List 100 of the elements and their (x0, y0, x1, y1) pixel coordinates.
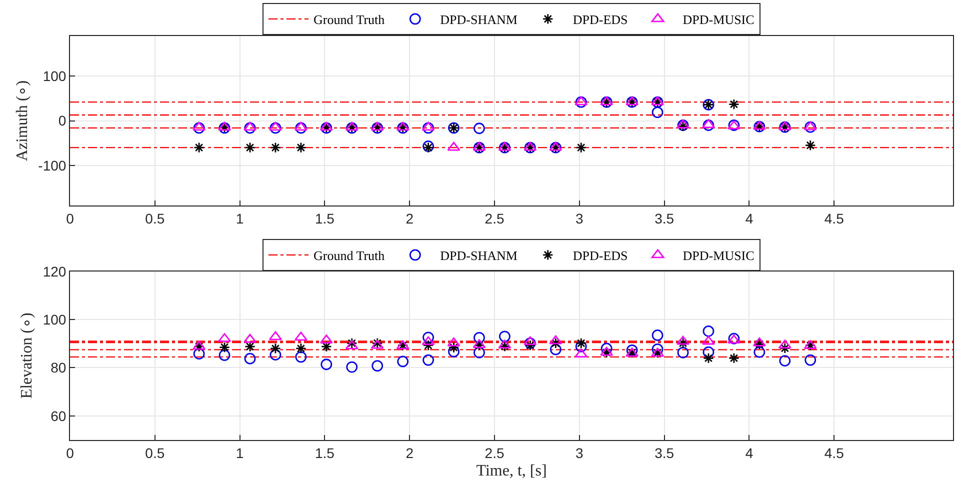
point (294, 332, 308, 341)
point (778, 340, 792, 349)
x-tick-label: 3 (576, 444, 584, 461)
point (778, 121, 792, 130)
point (702, 325, 714, 337)
point (804, 121, 816, 133)
point (192, 340, 206, 350)
x-tick-label: 4.5 (824, 210, 844, 226)
point (295, 342, 306, 354)
point (550, 344, 562, 356)
point (702, 120, 714, 131)
point (677, 346, 689, 358)
point (472, 142, 486, 151)
point (218, 333, 231, 342)
legend-label: DPD-SHANM (440, 248, 518, 264)
y-tick-label: 100 (42, 68, 66, 84)
point (295, 122, 307, 134)
y-axis-title: Elevation (∘) (18, 312, 36, 399)
point (804, 140, 816, 151)
y-tick-label: 100 (42, 311, 66, 328)
point (269, 331, 282, 340)
point (601, 347, 612, 358)
point (474, 122, 485, 134)
x-tick-label: 2 (406, 210, 414, 226)
point (244, 334, 256, 343)
point (702, 352, 714, 364)
point (550, 338, 562, 349)
point (499, 340, 510, 352)
point (474, 340, 485, 351)
y-tick-label: 120 (42, 263, 66, 280)
point (702, 346, 714, 358)
point (702, 336, 715, 345)
point (549, 142, 562, 151)
point (422, 336, 435, 346)
point (422, 332, 434, 344)
point (754, 338, 765, 350)
point (524, 340, 536, 351)
x-tick-label: 4 (745, 444, 754, 461)
x-tick-label: 1.5 (314, 444, 335, 461)
point (422, 122, 435, 131)
legend-label: DPD-SHANM (440, 12, 518, 28)
point (372, 360, 384, 372)
point (498, 142, 512, 151)
point (728, 352, 740, 364)
point (422, 354, 434, 366)
point (804, 354, 816, 366)
point (575, 96, 587, 108)
point (779, 355, 791, 366)
point (600, 96, 614, 106)
point (474, 346, 485, 358)
point (702, 119, 715, 128)
point (652, 344, 664, 355)
point (218, 350, 230, 361)
point (804, 121, 817, 130)
point (193, 122, 205, 134)
x-tick-label: 1 (236, 444, 244, 461)
point (499, 330, 510, 342)
point (574, 96, 588, 106)
x-tick-label: 2.5 (484, 444, 504, 461)
point (345, 340, 358, 350)
point (269, 122, 282, 131)
point (244, 122, 256, 134)
point (524, 336, 537, 346)
point (752, 337, 766, 346)
legend-label: DPD-EDS (572, 248, 628, 264)
y-tick-label: -100 (38, 157, 66, 174)
point (295, 142, 306, 154)
x-tick-label: 1.5 (314, 210, 335, 226)
point (472, 339, 486, 348)
x-tick-label: 4.5 (824, 444, 844, 461)
point (728, 98, 740, 110)
x-tick-label: 2 (406, 444, 414, 461)
point (626, 344, 638, 356)
x-tick-label: 0.5 (145, 210, 165, 226)
point (320, 341, 332, 352)
y-tick-label: 80 (50, 360, 66, 376)
x-tick-label: 0.5 (145, 444, 165, 461)
point (422, 122, 434, 134)
point (244, 352, 256, 364)
point (678, 338, 689, 349)
legend-label: Ground Truth (314, 248, 386, 264)
x-tick-label: 3.5 (654, 444, 674, 461)
point (192, 122, 206, 131)
point (474, 332, 485, 344)
point (270, 349, 282, 360)
point (270, 122, 282, 134)
point (295, 351, 307, 363)
point (244, 122, 256, 131)
legend-label: DPD-MUSIC (682, 12, 754, 28)
point (194, 142, 205, 154)
point (524, 142, 537, 151)
point (194, 341, 205, 352)
x-tick-label: 3.5 (654, 210, 674, 226)
x-tick-label: 4 (745, 210, 754, 226)
point (270, 342, 281, 354)
point (652, 330, 664, 341)
point (294, 122, 308, 131)
point (754, 346, 766, 358)
point (447, 142, 460, 151)
legend-label: Ground Truth (314, 12, 386, 28)
